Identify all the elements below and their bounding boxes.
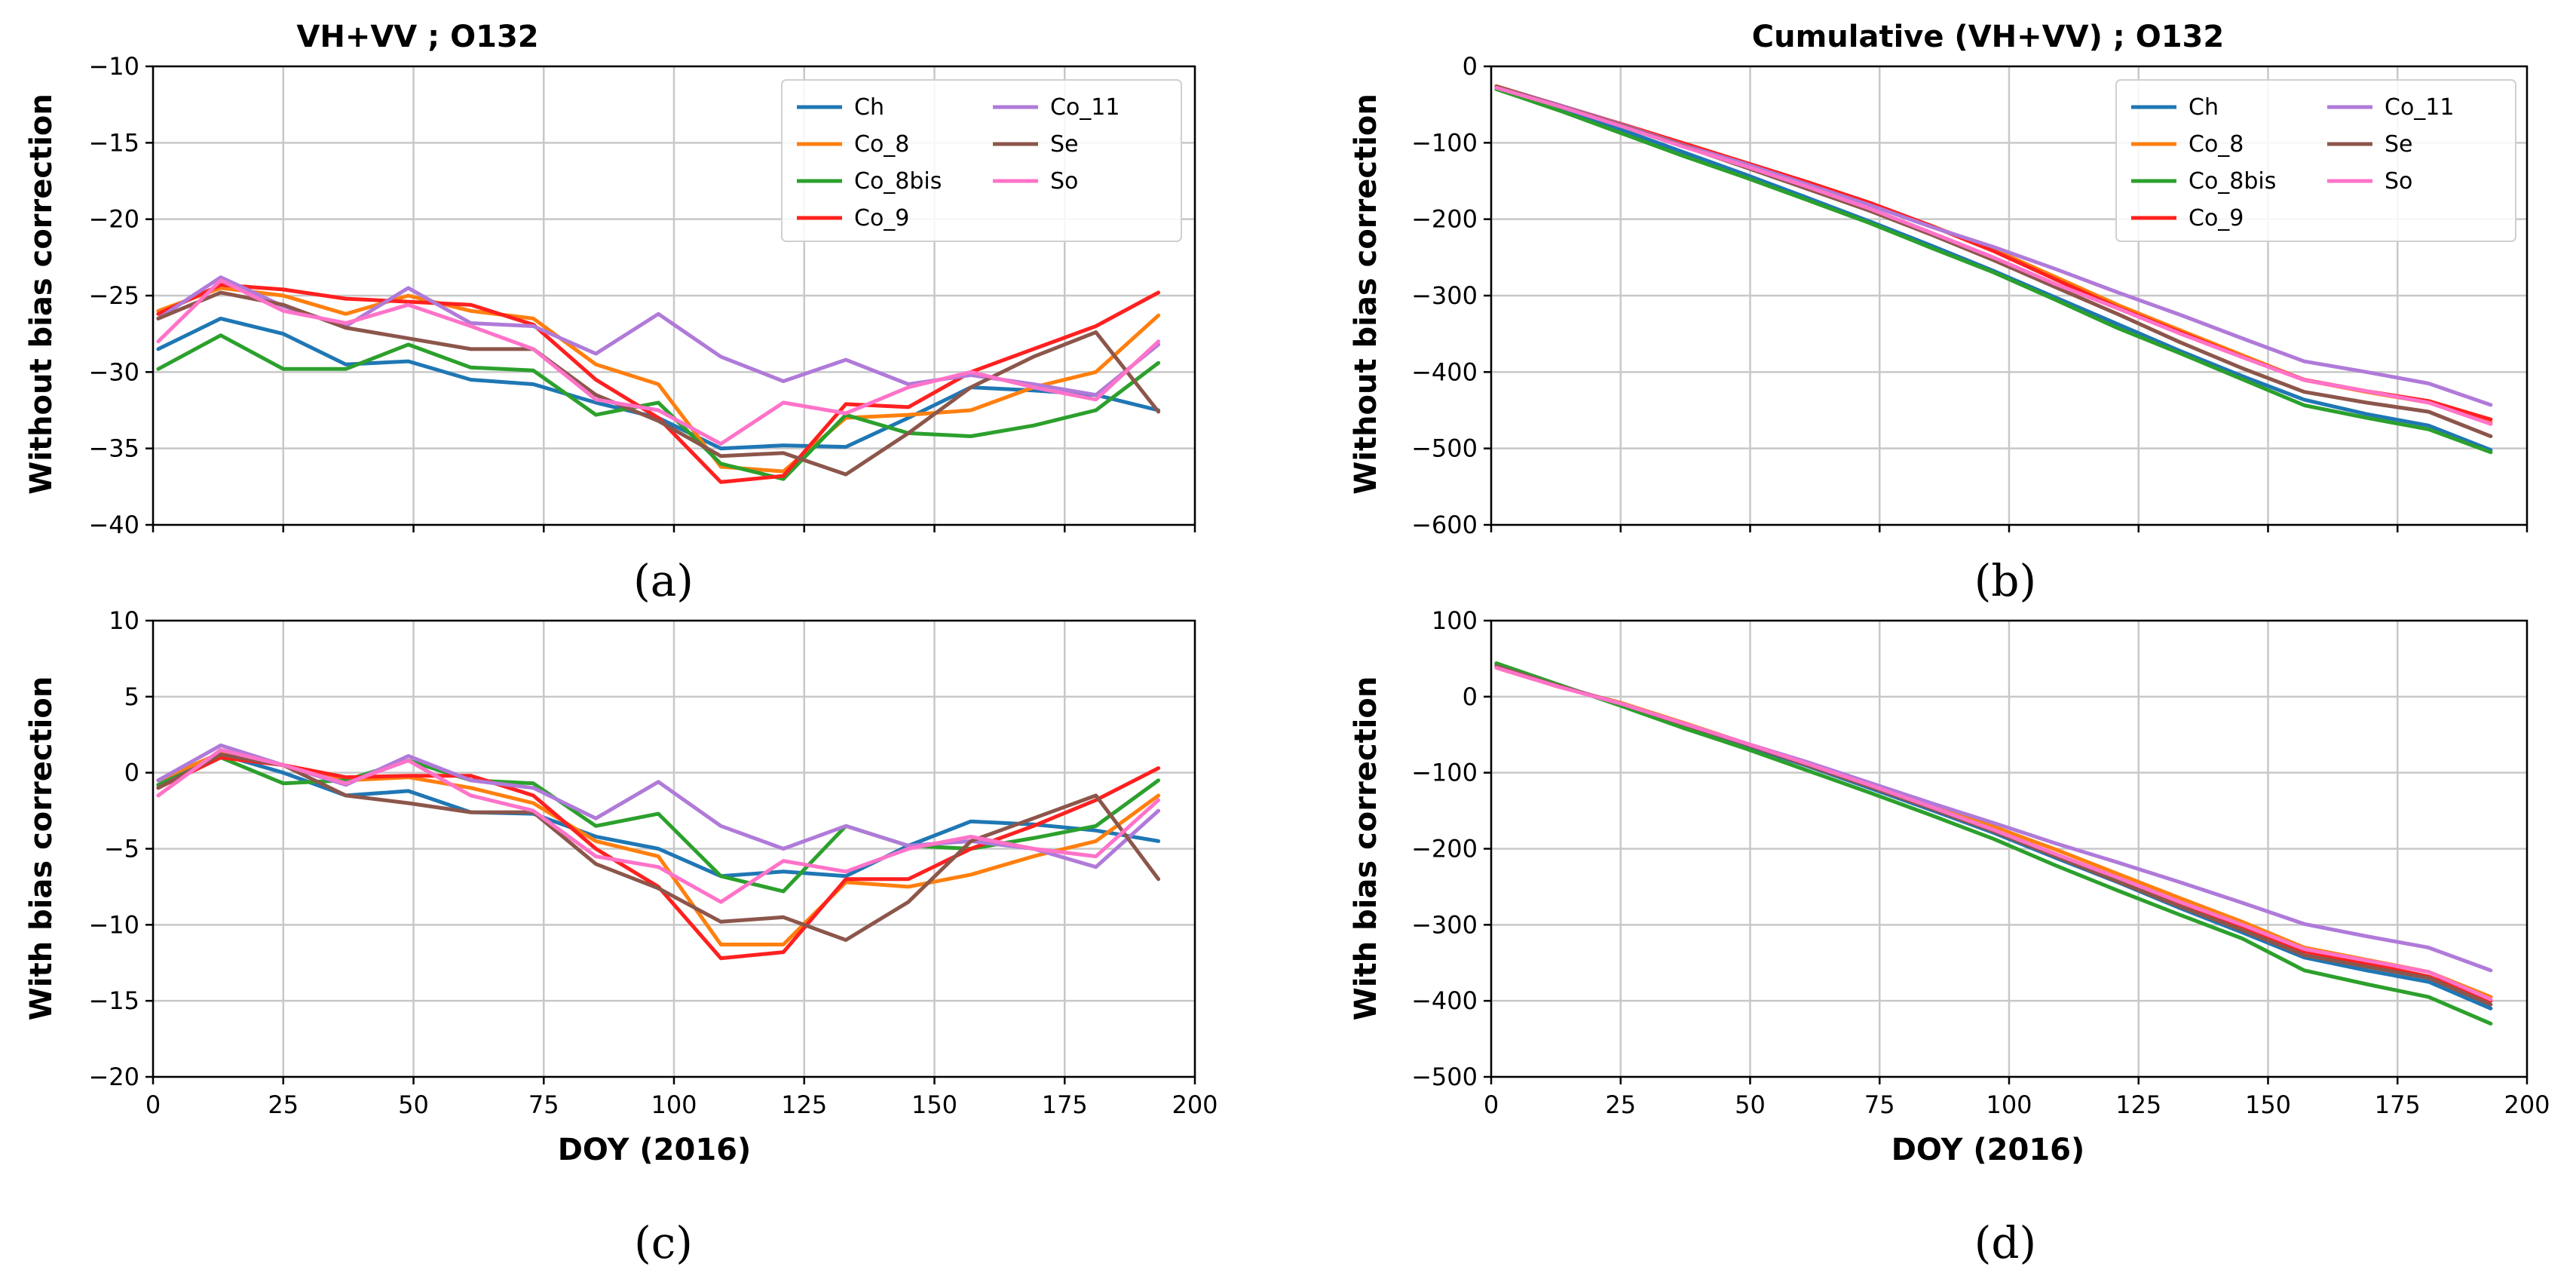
panel-c-xtick-label-8: 200 <box>1172 1090 1218 1119</box>
panel-d-ytick-label-2: −300 <box>1411 910 1478 939</box>
panel-a-line-So <box>156 278 1161 446</box>
panel-d-ytick-label-1: −400 <box>1411 986 1478 1015</box>
panel-c-ytick-label-0: −20 <box>88 1063 139 1091</box>
panel-a-ytick-label-5: −15 <box>88 128 139 157</box>
panel-d-ytick-label-4: −100 <box>1411 759 1478 787</box>
panel-c-line-Co_8 <box>156 750 1161 946</box>
panel-b-ytick-label-1: −500 <box>1411 434 1478 463</box>
panel-d-ytick-label-5: 0 <box>1463 682 1478 711</box>
panel-c-ytick-label-1: −15 <box>88 986 139 1015</box>
panel-c-xtick-label-7: 175 <box>1042 1090 1088 1119</box>
panel-b-legend-label-Ch: Ch <box>2189 94 2219 121</box>
panel-b-ytick-label-0: −600 <box>1411 511 1478 539</box>
panel-b-legend-label-Co_11: Co_11 <box>2385 94 2454 121</box>
panel-c-xtick-label-1: 25 <box>268 1090 299 1119</box>
panel-d-xtick-label-1: 25 <box>1605 1090 1636 1119</box>
panel-c-xlabel: DOY (2016) <box>558 1133 752 1167</box>
panel-a-ytick-label-2: −30 <box>88 357 139 386</box>
panel-c-xtick-label-6: 150 <box>911 1090 957 1119</box>
panel-c: With bias correction DOY (2016) (c) 0 25 5… <box>24 606 1218 1268</box>
panel-c-xtick-label-0: 0 <box>145 1090 161 1119</box>
panel-a-ylabel: Without bias correction <box>24 94 59 495</box>
panel-a-ytick-label-3: −25 <box>88 281 139 310</box>
panel-d-xtick-label-2: 50 <box>1735 1090 1766 1119</box>
panel-d-line-So <box>1494 666 2493 1001</box>
panel-b-ylabel: Without bias correction <box>1349 94 1383 495</box>
panel-a-caption: (a) <box>633 555 694 606</box>
panel-a-legend-label-Co_9: Co_9 <box>854 205 909 232</box>
panel-a-ytick-label-4: −20 <box>88 205 139 234</box>
panel-a-legend-label-Co_11: Co_11 <box>1050 94 1120 121</box>
panel-c-xtick-label-2: 50 <box>398 1090 429 1119</box>
panel-b-ytick-label-6: 0 <box>1463 52 1478 81</box>
panel-b-legend-label-Se: Se <box>2385 131 2413 158</box>
panel-a-line-Co_8bis <box>156 333 1161 481</box>
panel-b-legend-label-Co_8: Co_8 <box>2189 131 2244 158</box>
panel-c-caption: (c) <box>634 1217 693 1268</box>
panel-b: Cumulative (VH+VV) ; O132 Without bias c… <box>1349 20 2529 606</box>
panel-c-xtick-label-5: 125 <box>781 1090 827 1119</box>
panel-a-ytick-label-1: −35 <box>88 434 139 463</box>
panel-c-line-Ch <box>156 753 1161 879</box>
panel-b-ytick-label-5: −100 <box>1411 128 1478 157</box>
panel-a-ytick-label-6: −10 <box>88 52 139 81</box>
panel-c-xtick-label-4: 100 <box>651 1090 697 1119</box>
panel-a-legend-box <box>781 79 1182 242</box>
panel-d-ytick-label-3: −200 <box>1411 835 1478 863</box>
panel-c-ytick-label-3: −5 <box>104 835 139 863</box>
panel-d-xtick-label-3: 75 <box>1864 1090 1895 1119</box>
panel-c-ytick-label-5: 5 <box>124 682 139 711</box>
panel-b-line-Co_8bis <box>1494 87 2493 455</box>
panel-a-ytick-label-0: −40 <box>88 511 139 539</box>
panel-b-legend-label-Co_9: Co_9 <box>2189 205 2244 232</box>
panel-c-line-Se <box>156 753 1161 942</box>
panel-d-line-Co_8bis <box>1494 661 2493 1026</box>
panel-a-legend-label-Co_8: Co_8 <box>854 131 909 158</box>
panel-c-ytick-label-2: −10 <box>88 910 139 939</box>
panel-a-legend-label-Co_8bis: Co_8bis <box>854 168 942 195</box>
panel-b-title: Cumulative (VH+VV) ; O132 <box>1752 20 2224 54</box>
panel-b-caption: (b) <box>1974 555 2036 606</box>
panel-d-xtick-label-6: 150 <box>2245 1090 2291 1119</box>
panel-d-xtick-label-0: 0 <box>1484 1090 1499 1119</box>
panel-a-line-Co_8 <box>156 286 1161 474</box>
panel-c-ytick-label-4: 0 <box>124 759 139 787</box>
panel-a-title: VH+VV ; O132 <box>296 20 538 54</box>
panel-b-ytick-label-3: −300 <box>1411 281 1478 310</box>
panel-a-legend-label-Ch: Ch <box>854 94 884 121</box>
panel-d-xtick-label-4: 100 <box>1986 1090 2032 1119</box>
panel-d-ylabel: With bias correction <box>1349 676 1383 1021</box>
panel-c-ylabel: With bias correction <box>24 676 59 1021</box>
panel-b-ytick-label-2: −400 <box>1411 357 1478 386</box>
panel-a-line-Co_9 <box>156 283 1161 484</box>
panel-c-ytick-label-6: 10 <box>109 606 139 635</box>
panel-d-ytick-label-0: −500 <box>1411 1063 1478 1091</box>
panel-c-xtick-label-3: 75 <box>528 1090 559 1119</box>
panel-b-legend-label-Co_8bis: Co_8bis <box>2189 168 2276 195</box>
panel-a-legend-label-Se: Se <box>1050 131 1079 158</box>
panel-c-line-So <box>156 747 1161 904</box>
panel-a-legend-label-So: So <box>1050 168 1078 195</box>
panel-b-ytick-label-4: −200 <box>1411 205 1478 234</box>
panel-b-line-So <box>1494 85 2493 426</box>
panel-b-legend-box <box>2115 79 2516 242</box>
panel-d-ytick-label-6: 100 <box>1432 606 1478 635</box>
panel-d-xtick-label-7: 175 <box>2375 1090 2421 1119</box>
panel-a: VH+VV ; O132 Without bias correction (a)… <box>24 20 1196 606</box>
panel-d: With bias correction DOY (2016) (d) 0 25 5… <box>1349 606 2550 1268</box>
panel-d-xtick-label-8: 200 <box>2504 1090 2550 1119</box>
panel-b-legend-label-So: So <box>2385 168 2412 195</box>
panel-d-xlabel: DOY (2016) <box>1891 1133 2085 1167</box>
panel-d-xtick-label-5: 125 <box>2115 1090 2161 1119</box>
panel-d-caption: (d) <box>1974 1217 2036 1268</box>
